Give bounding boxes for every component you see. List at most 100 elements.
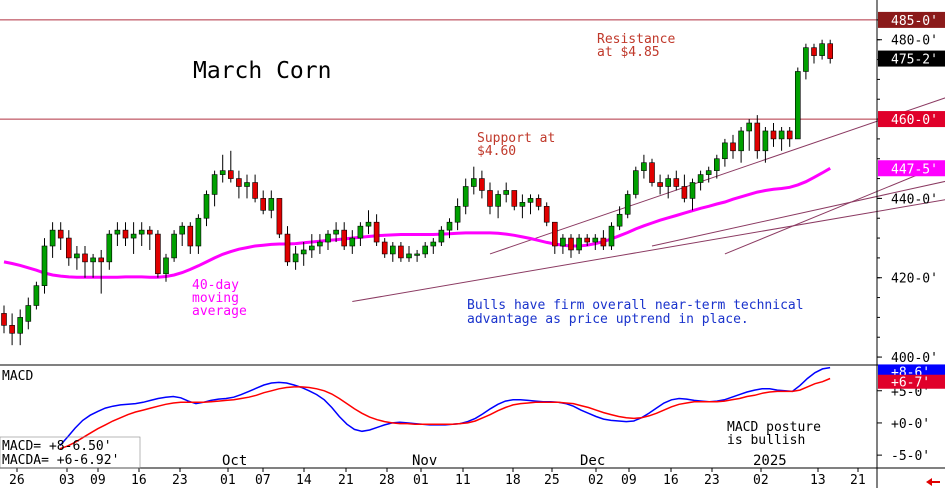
candle-body xyxy=(584,237,591,243)
candle-body xyxy=(90,257,96,263)
candle xyxy=(479,170,485,199)
candle xyxy=(17,309,24,346)
candle-body xyxy=(308,245,315,251)
x-tick-label: 01 xyxy=(220,473,236,488)
macd-tag: +6-7' xyxy=(878,374,945,391)
candle-body xyxy=(414,253,420,256)
candle-body xyxy=(811,47,817,56)
candle-body xyxy=(746,122,753,132)
candle-body xyxy=(730,142,736,152)
candle xyxy=(49,222,56,258)
candle-body xyxy=(252,182,258,199)
candle xyxy=(292,246,299,270)
scroll-arrow-icon xyxy=(926,478,940,486)
candle-body xyxy=(357,225,364,239)
candle xyxy=(641,154,647,179)
candle-body xyxy=(349,237,356,247)
candle-body xyxy=(446,221,453,231)
candle-body xyxy=(641,162,647,171)
x-tick-label: 21 xyxy=(850,473,866,488)
candle-body xyxy=(470,178,477,187)
candle xyxy=(317,234,323,254)
candle-body xyxy=(292,253,299,263)
x-tick-label: 02 xyxy=(588,473,604,488)
candle-body xyxy=(754,122,761,152)
candle-body xyxy=(487,190,493,207)
price-tag: 447-5' xyxy=(878,160,945,177)
candle-body xyxy=(365,221,372,227)
candle xyxy=(106,230,113,270)
candle-body xyxy=(778,130,785,140)
price-tag: 475-2' xyxy=(878,50,945,68)
mid-uptrend-trendline xyxy=(651,180,945,247)
candle-body xyxy=(786,130,793,140)
candle xyxy=(82,246,88,278)
candle-body xyxy=(130,233,137,239)
candle xyxy=(252,174,258,203)
candle-body xyxy=(616,213,623,227)
candle xyxy=(195,214,202,254)
candle-body xyxy=(438,229,445,243)
candle-body xyxy=(195,217,202,247)
candle xyxy=(568,234,574,258)
candle-body xyxy=(66,237,72,259)
candle-body xyxy=(608,225,615,247)
candle xyxy=(697,170,704,191)
x-tick-label: 09 xyxy=(90,473,106,488)
price-tag-bg xyxy=(878,160,945,177)
candle-body xyxy=(138,229,145,235)
x-tick-label: 26 xyxy=(9,473,25,488)
candle-body xyxy=(260,198,267,211)
candle xyxy=(632,166,639,199)
candle-body xyxy=(665,178,672,187)
candle xyxy=(155,230,161,278)
candle-body xyxy=(462,186,469,207)
candle xyxy=(341,222,348,250)
candle xyxy=(381,238,388,258)
candle xyxy=(535,194,542,211)
candle xyxy=(25,297,32,330)
candle-body xyxy=(576,237,582,251)
candle xyxy=(713,154,720,179)
candle xyxy=(1,305,7,334)
candle xyxy=(430,238,437,254)
x-tick-label: 14 xyxy=(296,473,312,488)
candle xyxy=(33,281,40,310)
price-tick-label: 440-0' xyxy=(891,192,938,207)
price-tick-label: 400-0' xyxy=(891,351,938,366)
candle-body xyxy=(770,130,777,140)
candle-body xyxy=(495,194,501,207)
chart-title: March Corn xyxy=(193,58,331,84)
candle-body xyxy=(592,237,599,243)
labels: March Corn MACD MACD= +8-6.50' MACDA= +6… xyxy=(0,32,821,469)
candle xyxy=(495,190,501,219)
candle xyxy=(616,206,623,231)
candle-body xyxy=(41,245,48,286)
candle-body xyxy=(398,245,404,259)
x-tick-label: 16 xyxy=(663,473,679,488)
candle-body xyxy=(697,174,704,183)
candle xyxy=(114,222,121,246)
candle-body xyxy=(551,221,558,247)
moving-average-line xyxy=(3,167,831,279)
candle xyxy=(511,190,518,211)
candle xyxy=(592,234,599,250)
candle-body xyxy=(317,241,323,247)
candle-body xyxy=(1,313,7,326)
x-tick-label: 02 xyxy=(753,473,769,488)
macd-title: MACD xyxy=(2,369,33,384)
candle xyxy=(236,170,242,199)
candle xyxy=(211,170,218,207)
candle xyxy=(90,253,96,278)
price-tick-label: 420-0' xyxy=(891,272,938,287)
x-tick-label: 23 xyxy=(172,473,188,488)
candle xyxy=(503,182,510,203)
major-uptrend-trendline xyxy=(352,199,945,303)
candle xyxy=(163,253,169,282)
macd-tick-label: -5-0' xyxy=(891,449,930,464)
candle xyxy=(349,230,356,254)
candle-body xyxy=(762,130,769,152)
candle xyxy=(762,127,769,163)
